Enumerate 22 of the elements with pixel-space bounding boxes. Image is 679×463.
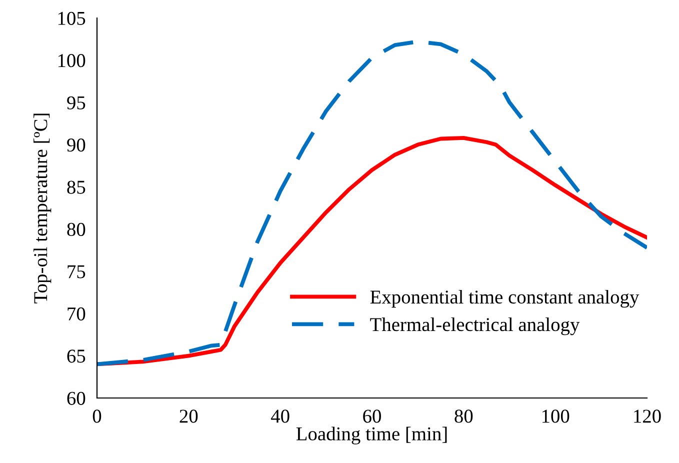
- x-tick-label: 0: [92, 410, 102, 423]
- y-tick-label: 90: [67, 138, 86, 152]
- y-tick-label: 105: [58, 12, 86, 25]
- y-tick-label: 75: [68, 265, 86, 278]
- x-axis-title: Loading time [min]: [296, 426, 447, 444]
- y-tick-label: 95: [67, 96, 86, 110]
- legend-label: Exponential time constant analogy: [370, 290, 640, 308]
- y-tick-label: 85: [67, 180, 86, 194]
- x-tick-label: 100: [542, 410, 570, 423]
- x-tick-label: 80: [454, 410, 473, 423]
- y-tick-label: 100: [58, 54, 86, 68]
- y-tick-label: 70: [68, 307, 86, 320]
- x-tick-label: 60: [363, 410, 381, 423]
- x-tick-label: 40: [270, 410, 290, 423]
- x-tick-label: 120: [634, 410, 661, 423]
- x-tick-label: 20: [180, 410, 198, 423]
- y-axis-title: Top-oil temperature [ºC]: [34, 114, 52, 304]
- y-tick-label: 60: [67, 392, 86, 405]
- line-series: [97, 40, 647, 366]
- y-tick-label: 80: [67, 222, 86, 236]
- legend-label: Thermal-electrical analogy: [370, 317, 580, 336]
- y-tick-label: 65: [67, 350, 86, 363]
